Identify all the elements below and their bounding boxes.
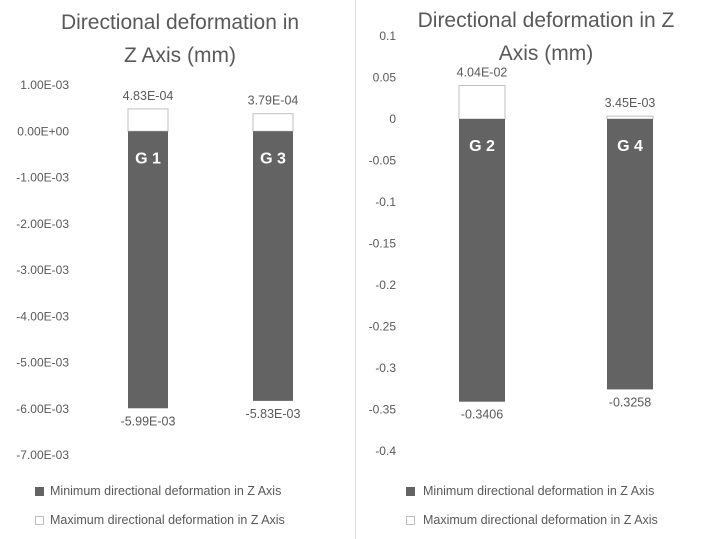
legend-label-min: Minimum directional deformation in Z Axi… xyxy=(50,484,282,498)
y-tick-label: -0.4 xyxy=(375,444,396,458)
y-tick-label: -2.00E-03 xyxy=(16,217,69,231)
bar-chart-plot: 1.00E-03 0.00E+00 -1.00E-03 -2.00E-03 -3.00E… xyxy=(16,78,301,462)
legend-label-max: Maximum directional deformation in Z Axi… xyxy=(50,513,285,527)
data-label-min: -5.99E-03 xyxy=(121,414,176,428)
bar-min xyxy=(128,131,168,409)
data-label-max: 3.45E-03 xyxy=(605,96,656,110)
y-tick-label: 0.00E+00 xyxy=(17,124,69,138)
left-chart-panel: Directional deformation in Z Axis (mm) 1… xyxy=(0,0,355,539)
y-tick-label: 1.00E-03 xyxy=(20,78,69,92)
y-tick-label: -0.2 xyxy=(375,278,396,292)
y-tick-label: -0.05 xyxy=(369,154,397,168)
panel-divider xyxy=(355,0,356,539)
data-label-max: 4.83E-04 xyxy=(123,89,174,103)
chart-title-line-2: Axis (mm) xyxy=(498,42,594,65)
y-tick-label: -6.00E-03 xyxy=(16,402,69,416)
y-axis-ticks: 0.1 0.05 0 -0.05 -0.1 -0.15 -0.2 -0.25 -0.3 -0.35… xyxy=(369,29,397,458)
y-axis-ticks: 1.00E-03 0.00E+00 -1.00E-03 -2.00E-03 -3.00E… xyxy=(16,78,69,462)
right-chart-panel: Directional deformation in Z Axis (mm) 0… xyxy=(356,0,713,539)
bars: G 1 4.83E-04 -5.99E-03 G 3 3.79E-04 -5.83E-03 xyxy=(121,89,301,428)
legend-swatch-max xyxy=(406,516,415,525)
y-tick-label: -5.00E-03 xyxy=(16,356,69,370)
legend-swatch-min xyxy=(35,487,44,496)
y-tick-label: -0.15 xyxy=(369,237,397,251)
legend-label-min: Minimum directional deformation in Z Axi… xyxy=(423,484,655,498)
bar-chart-plot: 0.1 0.05 0 -0.05 -0.1 -0.15 -0.2 -0.25 -0.3 -0.35… xyxy=(369,29,656,458)
data-label-min: -0.3258 xyxy=(609,395,651,409)
y-tick-label: -0.3 xyxy=(375,361,396,375)
y-tick-label: 0.05 xyxy=(373,71,397,85)
category-label: G 2 xyxy=(469,138,495,155)
y-tick-label: -0.1 xyxy=(375,195,396,209)
chart-title: Directional deformation in Z Axis (mm) xyxy=(396,4,696,70)
data-label-min: -5.83E-03 xyxy=(246,407,301,421)
legend-label-max: Maximum directional deformation in Z Axi… xyxy=(423,513,658,527)
bar-min xyxy=(253,131,293,401)
data-label-max: 3.79E-04 xyxy=(248,94,299,108)
legend-swatch-max xyxy=(35,516,44,525)
category-label: G 1 xyxy=(135,150,161,167)
y-tick-label: 0.1 xyxy=(379,29,396,43)
chart-title: Directional deformation in Z Axis (mm) xyxy=(20,6,340,72)
bar-max xyxy=(127,108,169,132)
y-tick-label: -1.00E-03 xyxy=(16,171,69,185)
chart-title-line-2: Z Axis (mm) xyxy=(124,44,236,67)
y-tick-label: -0.35 xyxy=(369,403,397,417)
chart-title-line-1: Directional deformation in Z xyxy=(417,9,675,32)
chart-title-line-1: Directional deformation in xyxy=(60,11,300,34)
data-label-min: -0.3406 xyxy=(461,408,503,422)
bar-max xyxy=(606,115,654,120)
y-tick-label: -7.00E-03 xyxy=(16,448,69,462)
y-tick-label: -4.00E-03 xyxy=(16,309,69,323)
bar-min xyxy=(607,119,653,390)
category-label: G 3 xyxy=(260,150,286,167)
legend-swatch-min xyxy=(406,487,415,496)
bars: G 2 4.04E-02 -0.3406 G 4 3.45E-03 -0.3258 xyxy=(457,65,656,421)
data-label-max: 4.04E-02 xyxy=(457,65,508,79)
category-label: G 4 xyxy=(617,138,643,155)
bar-max xyxy=(458,84,506,120)
y-tick-label: -3.00E-03 xyxy=(16,263,69,277)
bar-min xyxy=(459,119,505,402)
y-tick-label: 0 xyxy=(389,112,396,126)
bar-max xyxy=(252,113,294,132)
y-tick-label: -0.25 xyxy=(369,320,397,334)
